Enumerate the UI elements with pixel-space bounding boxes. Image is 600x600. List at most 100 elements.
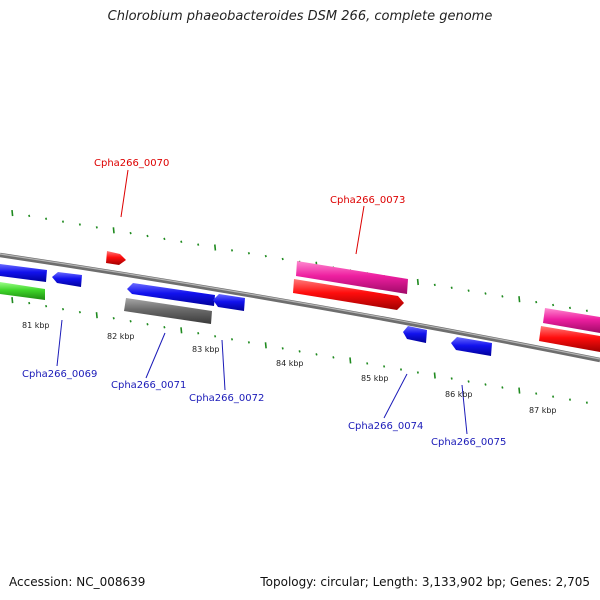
minor-tick (28, 301, 31, 305)
major-tick (214, 244, 217, 251)
minor-tick (585, 401, 588, 404)
major-tick (416, 278, 419, 286)
genome-backbone (0, 252, 600, 363)
gene-feature-blue[interactable] (127, 283, 215, 306)
major-tick (112, 227, 115, 234)
gene-features (0, 251, 600, 356)
genome-title: Chlorobium phaeobacteroides DSM 266, com… (107, 9, 493, 24)
gene-feature-gray[interactable] (124, 298, 212, 324)
minor-tick (298, 350, 301, 353)
minor-tick (45, 217, 48, 221)
minor-tick (484, 383, 487, 386)
minor-tick (433, 283, 436, 287)
minor-tick (247, 252, 250, 255)
minor-tick (484, 292, 487, 295)
gene-label[interactable]: Cpha266_0072 (189, 393, 264, 404)
major-tick (11, 209, 14, 217)
gene-feature-blue[interactable] (0, 264, 47, 282)
minor-tick (146, 323, 149, 326)
minor-tick (129, 231, 132, 235)
accession-text: Accession: NC_008639 (9, 575, 146, 589)
minor-tick (552, 303, 555, 307)
minor-tick (535, 392, 538, 395)
minor-tick (214, 335, 217, 338)
minor-tick (45, 304, 48, 308)
minor-tick (552, 395, 555, 398)
scale-label: 86 kbp (445, 390, 473, 399)
minor-tick (28, 214, 31, 218)
minor-tick (78, 310, 81, 314)
major-tick (433, 372, 436, 379)
minor-tick (129, 320, 132, 323)
minor-tick (163, 237, 166, 241)
gene-feature-blue[interactable] (213, 294, 245, 311)
topology-text: Topology: circular; Length: 3,133,902 bp… (260, 575, 590, 589)
major-tick (518, 296, 521, 303)
scale-label: 87 kbp (529, 406, 557, 415)
scale-label: 82 kbp (107, 332, 135, 341)
major-tick (518, 387, 521, 394)
minor-tick (399, 368, 403, 371)
gene-feature-blue[interactable] (403, 326, 427, 343)
gene-label[interactable]: Cpha266_0074 (348, 421, 423, 432)
gene-feature-blue[interactable] (52, 272, 82, 287)
gene-label[interactable]: Cpha266_0069 (22, 369, 97, 380)
minor-tick (281, 257, 284, 261)
scale-label: 85 kbp (361, 374, 389, 383)
minor-tick (95, 226, 98, 229)
gene-label[interactable]: Cpha266_0071 (111, 380, 186, 391)
minor-tick (163, 326, 166, 329)
minor-tick (467, 289, 470, 292)
minor-tick (467, 380, 470, 383)
gene-feature-green[interactable] (0, 282, 45, 300)
scale-labels: 81 kbp 82 kbp 83 kbp 84 kbp 85 kbp 86 kb… (22, 321, 557, 415)
minor-tick (146, 234, 149, 238)
minor-tick (416, 371, 419, 374)
minor-tick (568, 306, 572, 310)
minor-tick (332, 356, 335, 359)
minor-tick (112, 316, 115, 320)
minor-tick (197, 332, 200, 335)
gene-feature-pink[interactable] (543, 308, 600, 333)
gene-feature-blue[interactable] (451, 337, 492, 356)
minor-tick (197, 243, 200, 246)
major-tick (264, 342, 267, 349)
scale-label: 84 kbp (276, 359, 304, 368)
minor-tick (247, 341, 250, 344)
minor-tick (78, 223, 81, 226)
minor-tick (61, 220, 65, 223)
minor-tick (366, 362, 369, 365)
gene-label[interactable]: Cpha266_0075 (431, 437, 506, 448)
minor-tick (535, 300, 538, 304)
label-leader-lines (56, 169, 468, 435)
major-tick (11, 297, 14, 304)
minor-tick (501, 386, 504, 389)
minor-tick (501, 295, 504, 298)
gene-label[interactable]: Cpha266_0073 (330, 195, 405, 206)
minor-tick (61, 307, 65, 311)
minor-tick (568, 398, 572, 401)
major-tick (349, 357, 352, 364)
gene-feature-red[interactable] (293, 279, 404, 310)
scale-label: 81 kbp (22, 321, 50, 330)
major-tick (180, 327, 183, 334)
minor-tick (264, 254, 267, 258)
minor-tick (230, 249, 234, 252)
minor-tick (281, 347, 284, 350)
minor-tick (450, 286, 453, 289)
minor-tick (383, 365, 386, 368)
minor-tick (450, 377, 453, 380)
minor-tick (315, 353, 318, 356)
minor-tick (585, 309, 588, 312)
gene-feature-red[interactable] (106, 251, 126, 265)
inner-tick-track (11, 297, 588, 404)
gene-feature-red[interactable] (539, 326, 600, 352)
minor-tick (230, 338, 234, 341)
scale-label: 83 kbp (192, 345, 220, 354)
gene-label[interactable]: Cpha266_0070 (94, 158, 169, 169)
genome-backbone-highlight (0, 253, 600, 360)
gene-labels: Cpha266_0070 Cpha266_0073 Cpha266_0069 C… (22, 158, 506, 448)
gene-feature-pink[interactable] (296, 261, 408, 294)
